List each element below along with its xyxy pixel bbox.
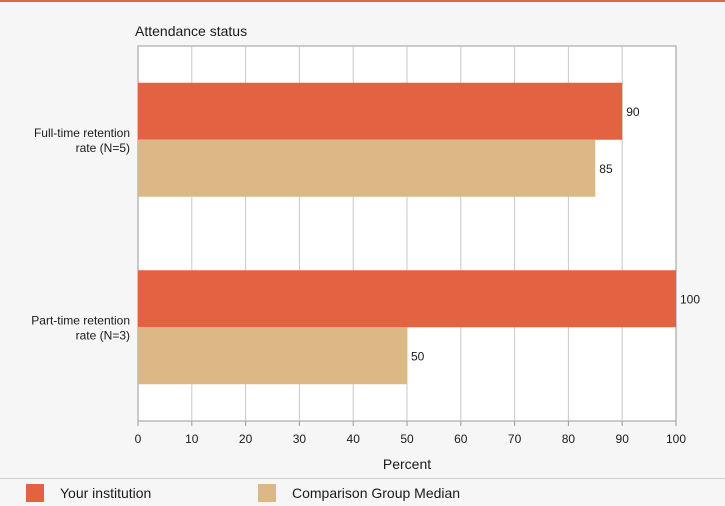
x-tick-label-10: 10 [185,432,199,446]
data-label-your-institution-0: 90 [626,105,640,119]
category-label-1: Part-time retention rate (N=3) [31,313,130,342]
x-tick-label-30: 30 [293,432,307,446]
legend-item-comparison-group-median: Comparison Group Median [258,484,460,502]
bar-comparison-group-median-1 [138,327,407,385]
legend-label-comparison-group-median: Comparison Group Median [292,485,461,501]
bar-your-institution-1 [138,270,676,328]
x-axis-label: Percent [383,456,431,472]
data-label-comparison-group-median-0: 85 [599,162,613,176]
category-label-0: Full-time retention rate (N=5) [34,126,130,155]
x-tick-label-90: 90 [616,432,630,446]
legend-swatch-comparison-group-median [258,484,276,502]
bar-your-institution-0 [138,82,623,140]
x-tick-label-0: 0 [135,432,142,446]
x-tick-label-50: 50 [400,432,414,446]
bar-comparison-group-median-0 [138,139,596,197]
x-tick-label-20: 20 [239,432,253,446]
x-tick-label-100: 100 [666,432,686,446]
legend-separator [0,478,725,479]
legend-label-your-institution: Your institution [60,485,152,501]
bar-chart: 0 10 20 30 40 50 60 70 80 90 100 90 85 Full-time rete… [31,23,700,472]
legend-swatch-your-institution [26,484,44,502]
data-label-your-institution-1: 100 [680,292,700,306]
x-tick-label-70: 70 [508,432,522,446]
x-tick-label-80: 80 [562,432,576,446]
top-accent-rule [0,0,725,2]
data-label-comparison-group-median-1: 50 [411,349,425,363]
x-tick-label-40: 40 [347,432,361,446]
x-tick-label-60: 60 [454,432,468,446]
chart-title: Attendance status [135,23,247,39]
legend-item-your-institution: Your institution [26,484,151,502]
